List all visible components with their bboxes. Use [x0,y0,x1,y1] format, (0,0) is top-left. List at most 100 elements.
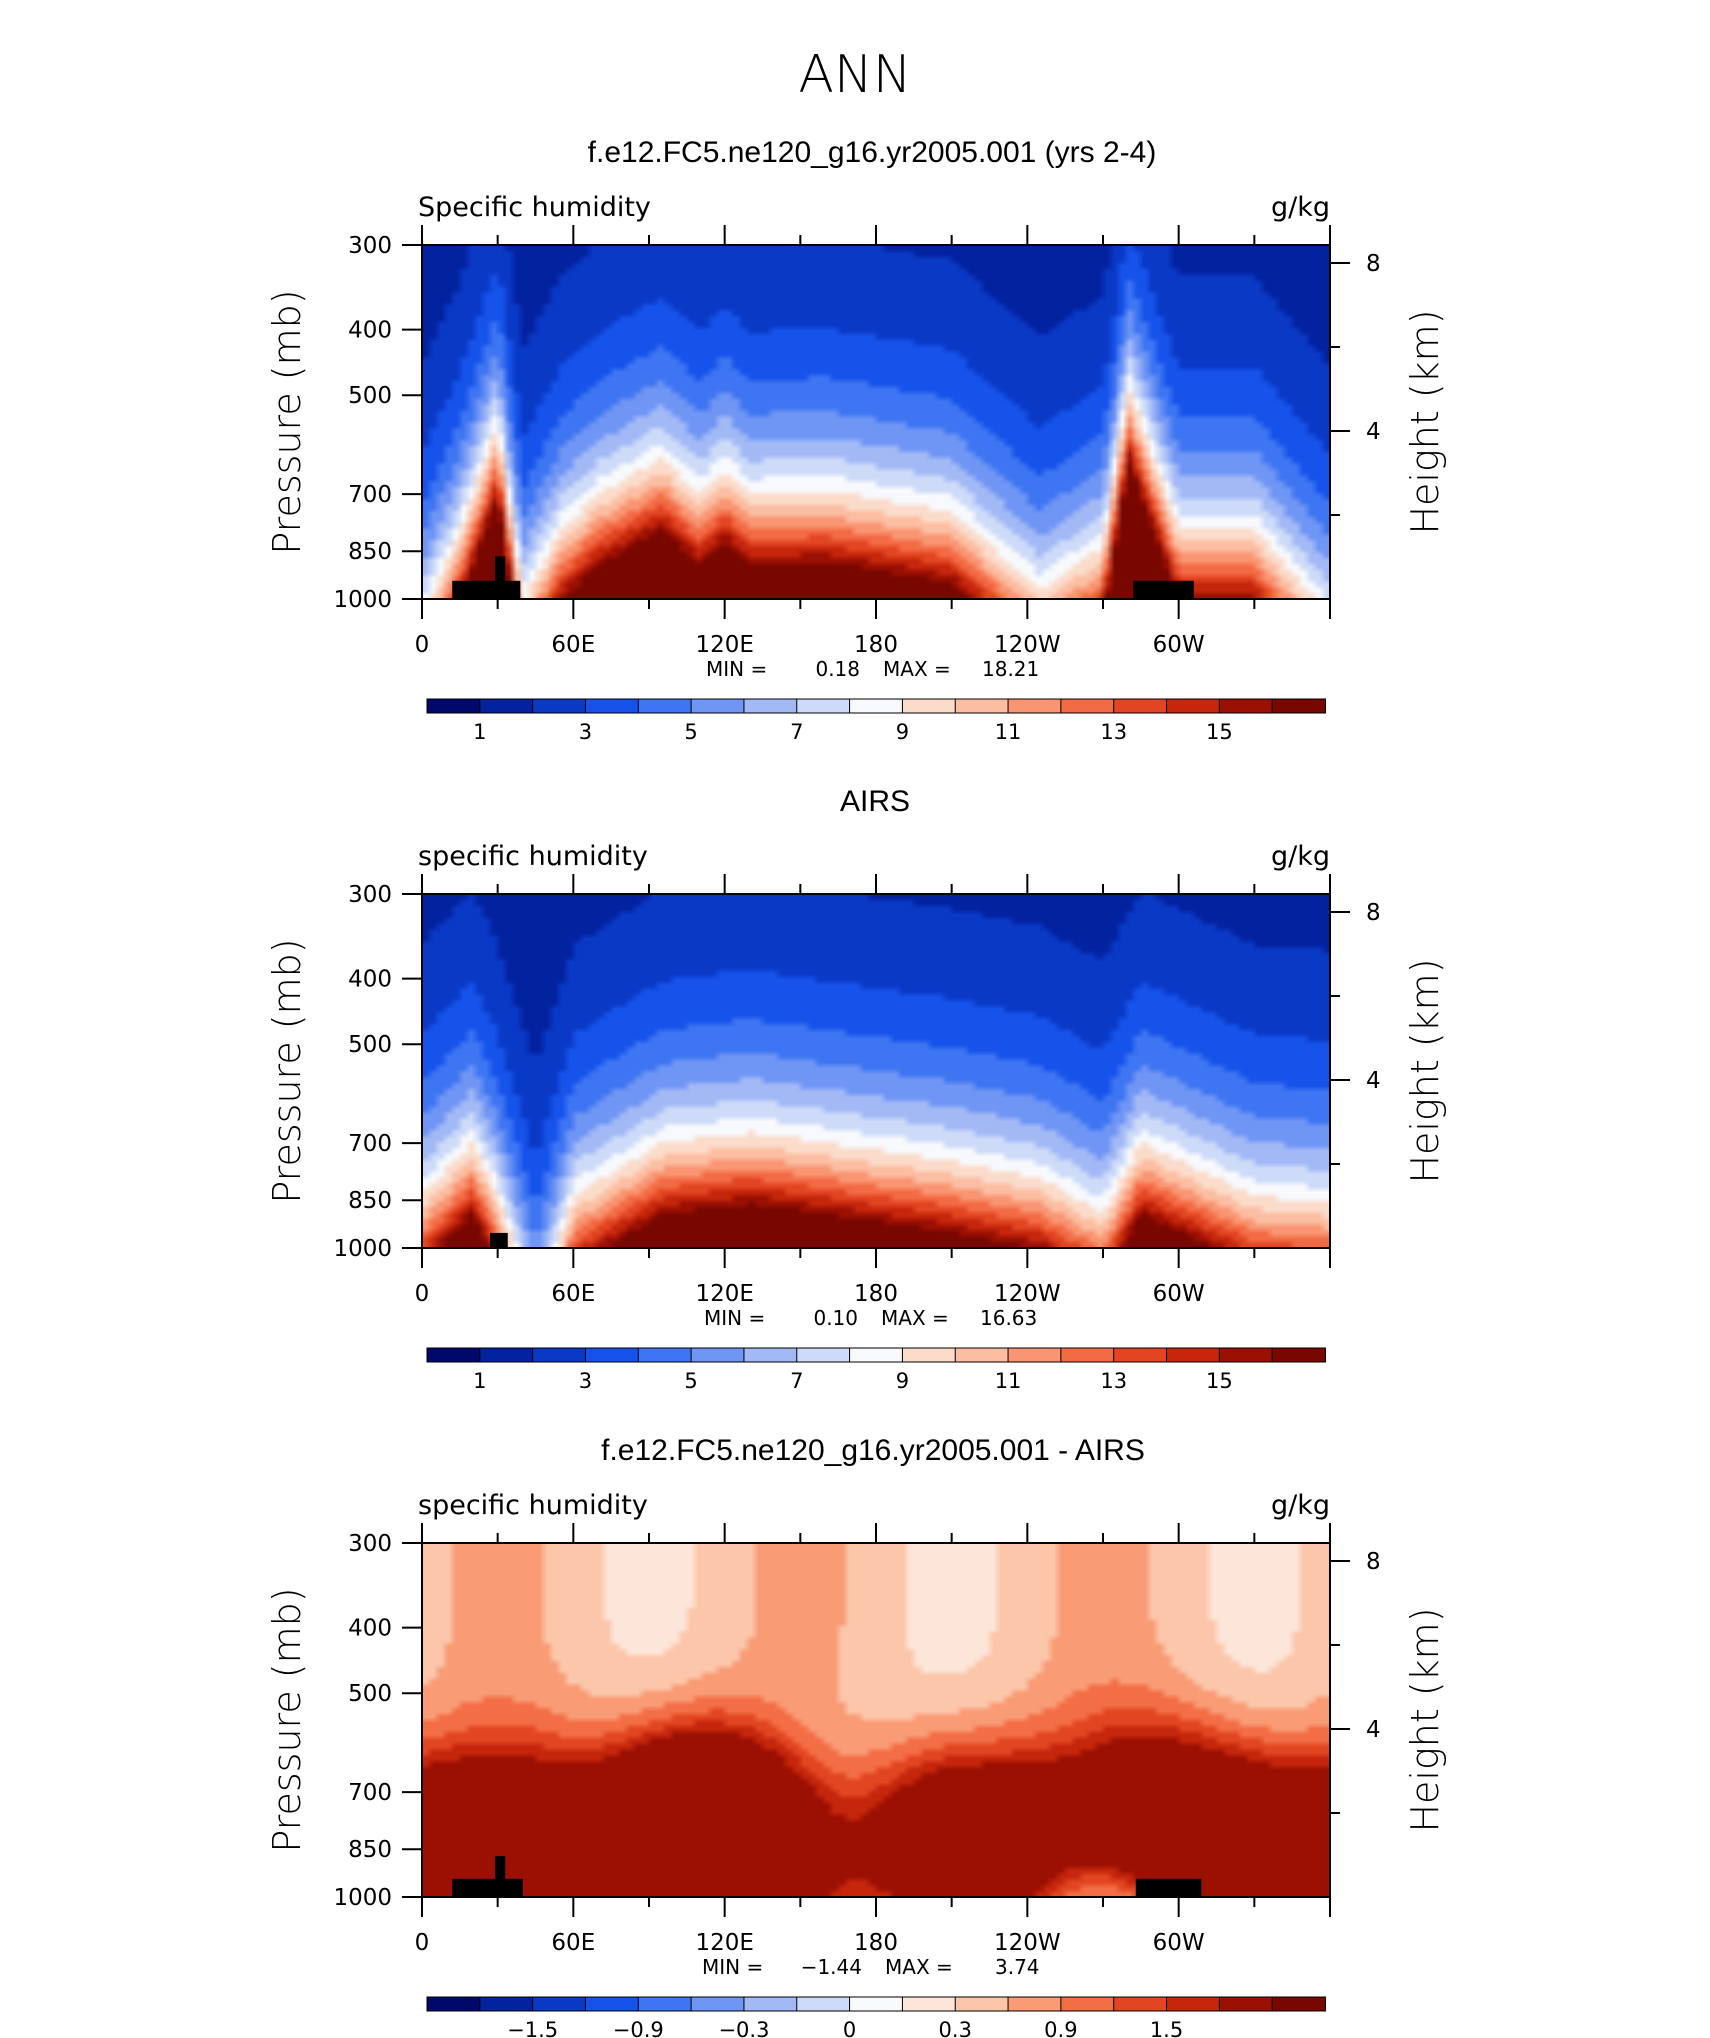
colorbar-swatch [849,1347,904,1363]
colorbar-label: 13 [1100,1369,1127,1393]
x-tick-label: 0 [415,1281,430,1307]
colorbar-label: 0.3 [939,2018,972,2038]
colorbar-swatch [849,698,904,714]
x-tick-label: 0 [415,632,430,658]
stat-min-label: MIN = [706,657,767,681]
colorbar-swatch [1113,1996,1168,2012]
colorbar-swatch [426,698,481,714]
units-label: g/kg [1271,192,1330,223]
colorbar-swatch [1271,1996,1327,2012]
y-tick-label: 500 [348,1032,392,1058]
colorbar-swatch [796,1347,851,1363]
colorbar-swatch [796,1996,851,2012]
contour-field [422,894,1330,1248]
colorbar-swatch [743,1347,798,1363]
units-label: g/kg [1271,841,1330,872]
colorbar-swatch [954,698,1010,714]
colorbar-swatch [1166,1347,1221,1363]
y-tick-label: 700 [348,1780,392,1806]
colorbar-swatch [1007,1996,1062,2012]
variable-label: Specific humidity [418,192,651,223]
variable-label: specific humidity [418,1490,648,1521]
stat-min-label: MIN = [702,1955,763,1979]
stat-min-value: −1.44 [801,1955,862,1979]
colorbar-swatch [1113,1347,1168,1363]
y-tick-label: 500 [348,383,392,409]
y2-tick-label: 8 [1366,1549,1381,1575]
colorbar-label: 0 [843,2018,856,2038]
colorbar-swatch [426,1996,481,2012]
y-tick-label: 400 [348,967,392,993]
land-mask [1133,580,1194,599]
colorbar-label: 13 [1100,720,1127,744]
colorbar-swatch [1007,698,1062,714]
colorbar-label: 5 [684,1369,697,1393]
colorbar-swatch [479,698,534,714]
stat-min-value: 0.10 [813,1306,858,1330]
x-tick-label: 120W [994,632,1061,658]
colorbar-swatch [796,698,851,714]
plot-area: 0 60E 120E 180 120W 60W 300 400 500 700 850 1000 4 8 [333,874,1381,1307]
y-tick-label: 300 [348,233,392,259]
panel-obs: AIRS specific humidity g/kg Pressure (mb… [265,785,1447,1393]
colorbar-swatch [743,698,798,714]
plot-area: 0 60E 120E 180 120W 60W 300 400 500 700 850 1000 4 8 [333,1523,1381,1956]
variable-label: specific humidity [418,841,648,872]
stat-min-value: 0.18 [815,657,860,681]
stat-max-value: 16.63 [980,1306,1037,1330]
stat-max-label: MAX = [883,657,951,681]
y-tick-label: 1000 [333,587,392,613]
colorbar-label: 15 [1206,1369,1233,1393]
panel-title: AIRS [840,785,910,818]
colorbar-swatch [637,1347,693,1363]
colorbar-swatch [584,1996,640,2012]
colorbar-label: 1 [473,1369,486,1393]
colorbar-label: 3 [579,720,592,744]
plot-area: 0 60E 120E 180 120W 60W 300 400 500 700 850 1000 4 8 [333,225,1381,658]
colorbar-swatch [954,1347,1010,1363]
x-tick-label: 60E [551,632,595,658]
units-label: g/kg [1271,1490,1330,1521]
colorbar-label: 11 [995,1369,1022,1393]
contour-field [422,245,1330,599]
colorbar-label: 7 [790,1369,803,1393]
colorbar-label: 3 [579,1369,592,1393]
y-tick-label: 300 [348,882,392,908]
colorbar-swatch [690,1996,745,2012]
x-tick-label: 120W [994,1930,1061,1956]
y2-axis-label: Height (km) [1403,958,1447,1183]
stat-max-value: 18.21 [982,657,1039,681]
colorbar-swatch [1060,698,1115,714]
stat-max-value: 3.74 [995,1955,1040,1979]
figure-title: ANN [798,45,911,105]
colorbar-swatch [901,1996,957,2012]
colorbar-label: 5 [684,720,697,744]
colorbar-swatch [1166,1996,1221,2012]
colorbar-swatch [479,1347,534,1363]
colorbar-swatch [584,1347,640,1363]
y-tick-label: 850 [348,1188,392,1214]
colorbar-label: 9 [896,720,909,744]
y2-tick-label: 8 [1366,900,1381,926]
colorbar-swatch [849,1996,904,2012]
colorbar-swatch [532,1347,587,1363]
y2-axis-label: Height (km) [1403,1607,1447,1832]
panel-difference: f.e12.FC5.ne120_g16.yr2005.001 - AIRS sp… [265,1434,1447,2038]
colorbar-label: 15 [1206,720,1233,744]
x-tick-label: 120E [695,632,753,658]
y-tick-label: 400 [348,318,392,344]
y-tick-label: 400 [348,1616,392,1642]
x-tick-label: 120E [695,1281,753,1307]
contour-field [422,1543,1330,1897]
y-tick-label: 850 [348,539,392,565]
land-mask [495,1856,506,1897]
colorbar-swatch [954,1996,1010,2012]
y-tick-label: 1000 [333,1885,392,1911]
y2-tick-label: 4 [1366,1717,1381,1743]
colorbar-label: 11 [995,720,1022,744]
colorbar-swatch [690,698,745,714]
colorbar-swatch [1007,1347,1062,1363]
colorbar-swatch [637,698,693,714]
colorbar-swatch [479,1996,534,2012]
colorbar-label: 1.5 [1150,2018,1183,2038]
